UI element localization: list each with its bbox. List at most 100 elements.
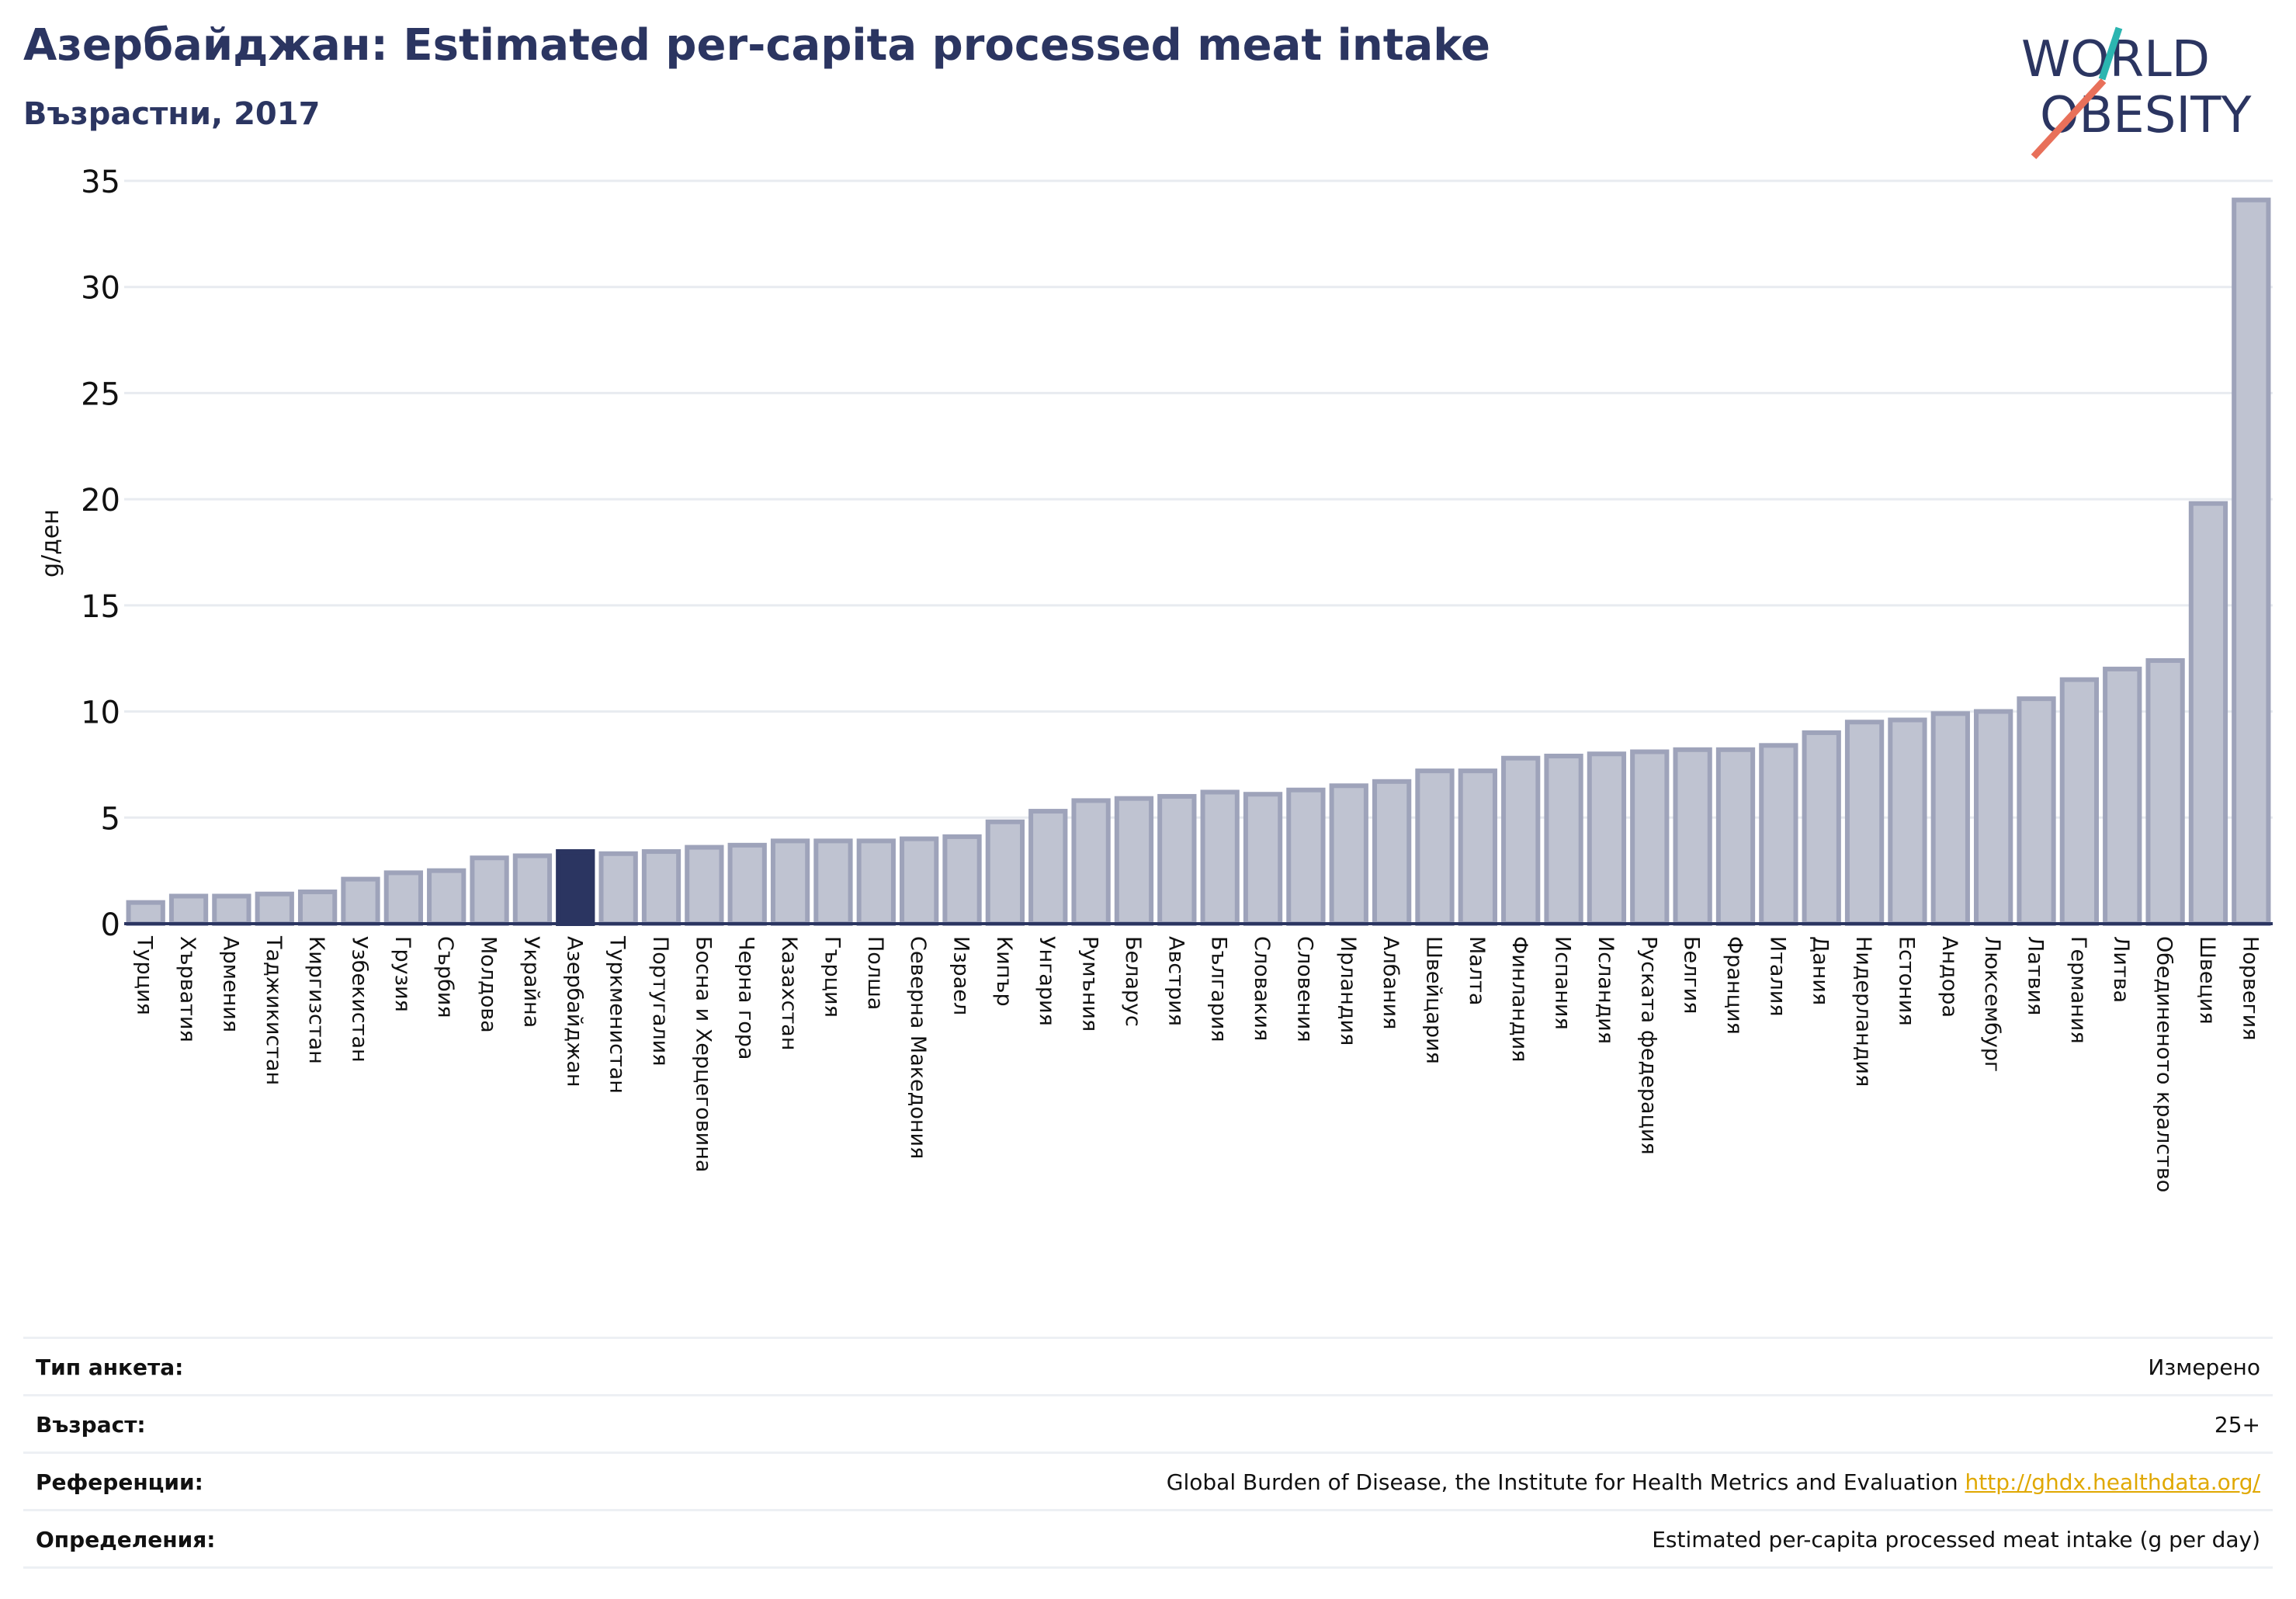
bar [1501, 755, 1541, 926]
x-tick-label: Франция [1722, 936, 1746, 1035]
y-tick-label: 15 [81, 589, 120, 625]
bar [1930, 711, 1970, 926]
x-tick-label: Естония [1894, 936, 1918, 1026]
x-tick-label: Финландия [1507, 936, 1531, 1062]
bar-highlighted [556, 849, 595, 927]
x-tick-label: Малта [1465, 936, 1489, 1005]
y-tick-label: 0 [101, 907, 120, 943]
x-tick-label: Германия [2066, 936, 2090, 1044]
x-tick-label: Обединеното кралство [2152, 936, 2176, 1192]
bar [1458, 768, 1497, 926]
bar [770, 838, 810, 927]
bar [985, 819, 1025, 926]
bar [598, 851, 638, 926]
bar [942, 834, 982, 926]
x-tick-label: Туркменистан [605, 935, 629, 1094]
bar [1844, 720, 1885, 926]
bar [641, 849, 682, 927]
bar [1759, 743, 1798, 926]
y-tick-label: 25 [81, 376, 120, 412]
x-tick-label: Сърбия [433, 936, 457, 1018]
age-value: 25+ [2214, 1412, 2260, 1438]
x-tick-label: Словакия [1250, 936, 1274, 1041]
bar [1071, 798, 1111, 926]
y-tick-label: 35 [81, 165, 120, 200]
x-tick-label: Гърция [820, 936, 844, 1018]
x-tick-label: Босна и Херцеговина [691, 936, 715, 1172]
bar [1715, 747, 1756, 926]
bar-chart: 0 5 10 15 20 25 30 35 Турция Хърватия Армения Тадж… [37, 165, 2273, 1192]
bar [1200, 789, 1240, 927]
x-tick-label: Нидерландия [1851, 936, 1875, 1087]
x-tick-label: Латвия [2024, 936, 2048, 1015]
bar [727, 842, 767, 926]
references-row: Референции: Global Burden of Disease, th… [23, 1452, 2273, 1509]
x-tick-label: Кипър [992, 936, 1016, 1007]
bar [427, 868, 466, 926]
bar [297, 889, 338, 927]
bar [1974, 709, 2013, 926]
bar [1114, 796, 1154, 926]
bar [168, 893, 209, 927]
survey-type-label: Тип анкета: [36, 1354, 184, 1380]
chart-title: Азербайджан: Estimated per-capita proces… [23, 20, 1490, 71]
bar [1157, 793, 1197, 927]
x-tick-label: Словения [1292, 936, 1316, 1042]
x-tick-label: Дания [1809, 936, 1833, 1005]
x-tick-label: Албания [1379, 936, 1403, 1029]
bar [685, 845, 724, 926]
x-tick-label: Турция [133, 935, 157, 1015]
definitions-row: Определения: Estimated per-capita proces… [23, 1509, 2273, 1569]
age-row: Възраст: 25+ [23, 1394, 2273, 1452]
y-tick-label: 10 [81, 695, 120, 731]
x-tick-label: Армения [218, 936, 242, 1032]
x-tick-label: Таджикистан [262, 935, 286, 1085]
x-tick-label: Северна Македония [906, 936, 930, 1159]
bar [512, 853, 553, 926]
bar [856, 838, 896, 927]
x-axis-labels: Турция Хърватия Армения Таджикистан Киргизст… [133, 935, 2263, 1192]
x-tick-label: Азербайджан [562, 936, 586, 1087]
bar [126, 900, 165, 926]
bar [212, 893, 251, 927]
y-tick-label: 20 [81, 483, 120, 519]
survey-type-row: Тип анкета: Измерено [23, 1337, 2273, 1394]
x-tick-label: Полша [863, 936, 887, 1010]
x-tick-label: Литва [2109, 936, 2133, 1003]
x-tick-label: Швейцария [1421, 936, 1445, 1064]
chart-subtitle: Възрастни, 2017 [23, 96, 321, 132]
references-link[interactable]: http://ghdx.healthdata.org/ [1965, 1469, 2260, 1495]
y-axis-label: g/ден [37, 509, 64, 578]
x-tick-label: Исландия [1594, 936, 1618, 1044]
x-tick-label: Андора [1937, 936, 1961, 1018]
bar [383, 870, 423, 927]
bar [2059, 677, 2100, 926]
bar [2232, 197, 2271, 926]
survey-type-value: Измерено [2148, 1354, 2260, 1380]
bar [1243, 792, 1283, 926]
bar [255, 891, 294, 926]
x-tick-label: Израел [949, 936, 973, 1015]
bar [1329, 783, 1368, 926]
x-tick-label: Черна гора [734, 936, 758, 1060]
x-tick-label: Украйна [519, 936, 543, 1028]
bar [2017, 696, 2056, 926]
logo-slash-coral [2031, 78, 2107, 160]
bar [1544, 753, 1583, 927]
bar [1802, 730, 1841, 927]
x-tick-label: Португалия [648, 936, 672, 1066]
x-tick-label: Испания [1551, 936, 1575, 1030]
bar [2145, 657, 2185, 926]
x-tick-label: България [1207, 936, 1231, 1042]
x-tick-label: Австрия [1164, 936, 1188, 1026]
age-label: Възраст: [36, 1412, 146, 1438]
x-tick-label: Румъния [1078, 936, 1102, 1032]
bar [1673, 747, 1712, 926]
x-tick-label: Хърватия [175, 936, 199, 1042]
x-tick-label: Узбекистан [347, 936, 371, 1063]
bar [470, 855, 509, 927]
bar [341, 876, 380, 926]
x-tick-label: Белгия [1680, 936, 1704, 1014]
bar [900, 836, 939, 926]
x-tick-label: Италия [1765, 936, 1789, 1017]
